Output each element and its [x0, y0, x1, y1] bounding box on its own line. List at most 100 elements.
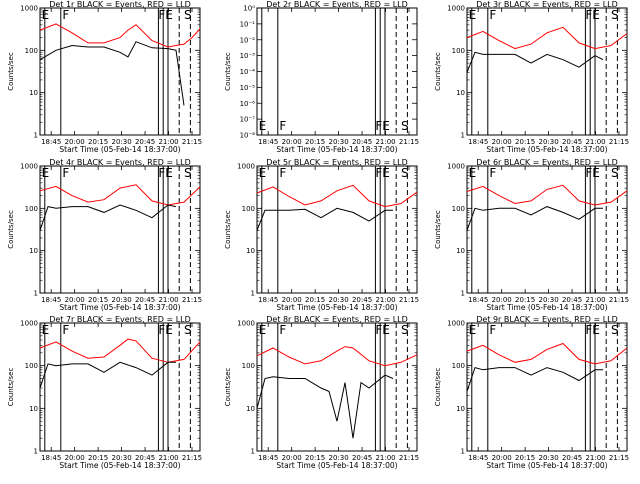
- marker-s: S: [184, 323, 192, 337]
- panel-title: Det 6r BLACK = Events, RED = LLD: [476, 158, 618, 167]
- y-tick-label: 10⁻⁵: [240, 84, 256, 92]
- plot-frame: [39, 7, 201, 136]
- y-axis-title: Counts/sec: [434, 368, 442, 407]
- x-tick-label: 20:15: [88, 454, 108, 462]
- y-tick-label: 10⁻¹: [240, 20, 256, 28]
- marker-e: E: [259, 323, 267, 337]
- marker-e: E: [469, 166, 477, 180]
- x-tick-label: 20:45: [352, 138, 372, 146]
- marker-fe: FE: [375, 323, 389, 337]
- y-tick-label: 10: [456, 89, 465, 97]
- x-tick-label: 21:15: [609, 138, 629, 146]
- marker-fe: FE: [585, 8, 599, 22]
- y-axis-title: Counts/sec: [7, 52, 15, 91]
- panel-det-7: Det 7r BLACK = Events, RED = LLD 1 10 100 10…: [7, 315, 202, 470]
- panel-det-9: Det 9r BLACK = Events, RED = LLD 1 10 100 10…: [434, 315, 629, 470]
- x-tick-label: 20:45: [562, 138, 582, 146]
- y-tick-label: 1: [461, 132, 465, 140]
- x-tick-label: 21:15: [182, 138, 202, 146]
- marker-e: E: [469, 323, 477, 337]
- x-tick-label: 20:30: [112, 296, 132, 304]
- y-tick-label: 10⁻⁶: [240, 100, 256, 108]
- lld-series-line: [256, 184, 418, 208]
- x-tick-label: 18:45: [41, 454, 61, 462]
- y-tick-label: 1000: [237, 163, 255, 171]
- marker-f: F: [489, 166, 496, 180]
- x-tick-label: 20:00: [282, 296, 302, 304]
- marker-f: F: [62, 8, 69, 22]
- y-tick-label: 10⁻⁷: [240, 116, 256, 124]
- marker-e: E: [259, 119, 267, 133]
- y-tick-label: 10⁰: [243, 5, 255, 13]
- y-tick-label: 1: [251, 290, 255, 298]
- events-series-line: [39, 204, 177, 231]
- plot-frame: [256, 7, 418, 136]
- plot-frame: [39, 322, 201, 452]
- panel-det-3: Det 3r BLACK = Events, RED = LLD 1 10 100 10…: [434, 0, 629, 154]
- events-series-line: [39, 361, 176, 389]
- x-tick-label: 20:15: [88, 138, 108, 146]
- y-tick-label: 100: [25, 205, 38, 213]
- plot-frame: [256, 165, 418, 294]
- marker-s: S: [611, 8, 619, 22]
- marker-e: E: [469, 8, 477, 22]
- x-tick-label: 20:45: [352, 454, 372, 462]
- panel-det-8: Det 8r BLACK = Events, RED = LLD 1 10 100 10…: [224, 315, 419, 470]
- panel-title: Det 2r BLACK = Events, RED = LLD: [266, 0, 408, 9]
- y-tick-label: 100: [452, 362, 465, 370]
- marker-s: S: [401, 119, 409, 133]
- panel-title: Det 7r BLACK = Events, RED = LLD: [49, 315, 191, 324]
- marker-s: S: [184, 166, 192, 180]
- x-tick-label: 18:45: [468, 454, 488, 462]
- marker-s: S: [611, 166, 619, 180]
- x-axis-title: Start Time (05-Feb-14 18:37:00): [486, 303, 607, 312]
- x-tick-label: 20:00: [65, 138, 85, 146]
- y-tick-label: 1000: [20, 320, 38, 328]
- x-tick-label: 20:30: [329, 296, 349, 304]
- x-axis-title: Start Time (05-Feb-14 18:37:00): [276, 461, 397, 470]
- x-tick-label: 21:15: [609, 296, 629, 304]
- x-axis-title: Start Time (05-Feb-14 18:37:00): [59, 303, 180, 312]
- x-tick-label: 20:15: [515, 138, 535, 146]
- x-tick-label: 21:15: [399, 296, 419, 304]
- lld-series-line: [39, 184, 201, 206]
- y-tick-label: 10⁻³: [240, 52, 256, 60]
- x-tick-label: 21:00: [585, 296, 605, 304]
- x-tick-label: 21:00: [375, 296, 395, 304]
- y-axis-title: Counts/sec: [434, 52, 442, 91]
- panel-title: Det 1r BLACK = Events, RED = LLD: [49, 0, 191, 9]
- lld-series-line: [466, 26, 628, 50]
- marker-e: E: [42, 323, 50, 337]
- x-axis-title: Start Time (05-Feb-14 18:37:00): [276, 303, 397, 312]
- y-tick-label: 100: [25, 47, 38, 55]
- y-tick-label: 100: [452, 205, 465, 213]
- x-tick-label: 20:15: [305, 138, 325, 146]
- marker-f: F: [279, 119, 286, 133]
- x-tick-label: 21:00: [158, 138, 178, 146]
- x-axis-title: Start Time (05-Feb-14 18:37:00): [486, 461, 607, 470]
- marker-f: F: [279, 166, 286, 180]
- y-tick-label: 100: [242, 362, 255, 370]
- events-series-line: [256, 374, 394, 439]
- y-tick-label: 100: [242, 205, 255, 213]
- marker-e: E: [42, 166, 50, 180]
- x-tick-label: 20:30: [539, 296, 559, 304]
- marker-f: F: [489, 323, 496, 337]
- y-axis-title: Counts/sec: [7, 368, 15, 407]
- events-series-line: [466, 206, 603, 231]
- x-tick-label: 21:15: [609, 454, 629, 462]
- y-tick-label: 1000: [237, 320, 255, 328]
- x-tick-label: 20:00: [65, 296, 85, 304]
- y-tick-label: 1: [34, 290, 38, 298]
- x-tick-label: 20:30: [329, 138, 349, 146]
- panel-title: Det 4r BLACK = Events, RED = LLD: [49, 158, 191, 167]
- x-tick-label: 20:45: [135, 454, 155, 462]
- marker-f: F: [489, 8, 496, 22]
- x-tick-label: 20:15: [305, 454, 325, 462]
- y-tick-label: 1: [34, 132, 38, 140]
- y-tick-label: 10: [29, 247, 38, 255]
- panel-det-1: Det 1r BLACK = Events, RED = LLD 1 10 100 10…: [7, 0, 202, 154]
- lld-series-line: [466, 342, 628, 365]
